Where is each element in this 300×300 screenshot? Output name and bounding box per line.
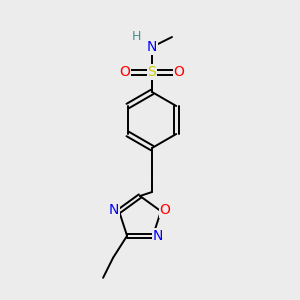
- Text: O: O: [120, 65, 130, 79]
- Text: O: O: [174, 65, 184, 79]
- Text: N: N: [153, 229, 163, 243]
- Text: S: S: [148, 65, 156, 79]
- Text: H: H: [131, 31, 141, 44]
- Text: N: N: [147, 40, 157, 54]
- Text: O: O: [160, 203, 170, 217]
- Text: N: N: [109, 203, 119, 217]
